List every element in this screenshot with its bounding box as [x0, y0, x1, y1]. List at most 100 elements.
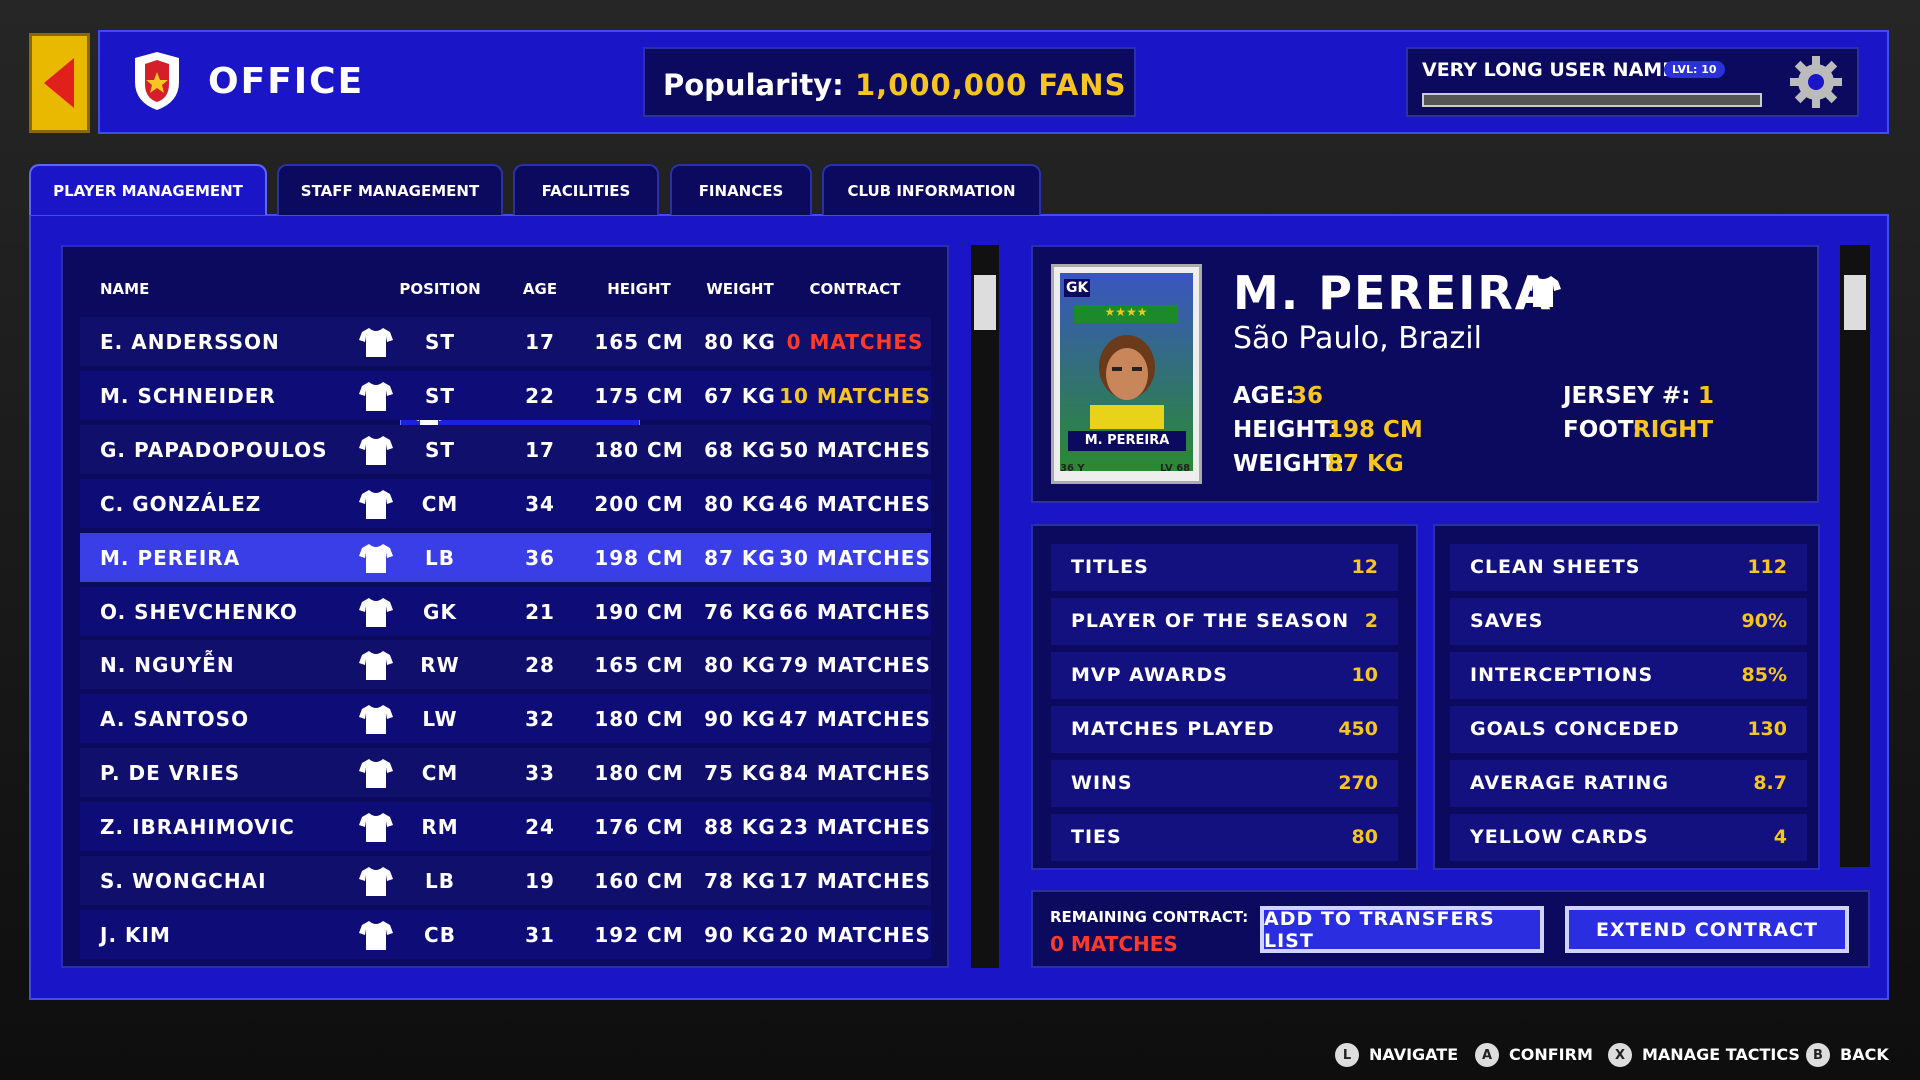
- table-row[interactable]: [80, 478, 931, 528]
- back-button[interactable]: [29, 33, 90, 133]
- cell: P. DE VRIES: [100, 761, 241, 786]
- cell: 200 CM: [594, 491, 684, 516]
- hint-label[interactable]: MANAGE TACTICS: [1642, 1045, 1800, 1064]
- cell: 76 KG: [704, 599, 776, 624]
- cell: E. ANDERSSON: [100, 330, 280, 354]
- cell: G. PAPADOPOULOS: [100, 437, 328, 462]
- info-value: 198 CM: [1327, 417, 1423, 443]
- tab[interactable]: FACILITIES: [513, 164, 659, 215]
- stat-row: [1450, 813, 1807, 861]
- button[interactable]: ADD TO TRANSFERS LIST: [1260, 906, 1544, 953]
- cell: 19: [525, 869, 555, 893]
- cell: 68 KG: [704, 437, 776, 462]
- stat-label: WINS: [1071, 771, 1133, 794]
- info-value: RIGHT: [1633, 417, 1714, 443]
- table-row[interactable]: [80, 586, 931, 636]
- shirt-icon: [359, 543, 393, 573]
- stat-label: GOALS CONCEDED: [1470, 717, 1680, 740]
- button-glyph: L: [1335, 1043, 1359, 1067]
- cell: A. SANTOSO: [100, 707, 250, 732]
- cell: 176 CM: [594, 815, 684, 840]
- column-header: NAME: [100, 280, 150, 298]
- cell: CM: [421, 761, 459, 786]
- info-value: 87 KG: [1327, 451, 1404, 477]
- table-row[interactable]: [80, 694, 931, 744]
- stat-value: 8.7: [1753, 771, 1787, 794]
- cell: 84 MATCHES: [779, 761, 931, 786]
- tab[interactable]: PLAYER MANAGEMENT: [29, 164, 267, 215]
- cell: 47 MATCHES: [779, 707, 931, 732]
- cell: ST: [424, 437, 456, 462]
- table-row[interactable]: [80, 640, 931, 690]
- cell: CM: [421, 491, 459, 516]
- cell: J. KIM: [100, 922, 171, 947]
- stat-row: [1450, 651, 1807, 699]
- table-row[interactable]: [80, 317, 931, 366]
- button-glyph: X: [1608, 1043, 1632, 1067]
- detail-scrollbar[interactable]: [1840, 245, 1870, 867]
- stat-value: 130: [1747, 717, 1787, 740]
- table-row[interactable]: [80, 802, 931, 852]
- stat-label: AVERAGE RATING: [1470, 771, 1670, 794]
- cell: 50 MATCHES: [779, 437, 931, 462]
- stat-label: CLEAN SHEETS: [1470, 556, 1641, 578]
- user-level: LVL: 10: [1664, 61, 1725, 78]
- cell: 17: [525, 330, 555, 354]
- stat-value: 450: [1338, 717, 1378, 740]
- cell: 75 KG: [704, 761, 776, 786]
- button[interactable]: EXTEND CONTRACT: [1565, 906, 1849, 953]
- tab[interactable]: FINANCES: [670, 164, 812, 215]
- hint-label[interactable]: CONFIRM: [1509, 1045, 1593, 1064]
- table-scrollbar[interactable]: [971, 245, 999, 968]
- stat-label: YELLOW CARDS: [1470, 825, 1649, 848]
- hint-label[interactable]: NAVIGATE: [1369, 1045, 1459, 1064]
- cell: 32: [525, 707, 555, 732]
- cell: S. WONGCHAI: [100, 869, 267, 893]
- stat-label: MVP AWARDS: [1071, 663, 1228, 686]
- cell: 175 CM: [594, 383, 684, 408]
- shirt-icon: [1525, 276, 1561, 307]
- player-portrait: [1090, 335, 1164, 429]
- table-row[interactable]: [80, 909, 931, 959]
- tab[interactable]: CLUB INFORMATION: [822, 164, 1041, 215]
- hint-label[interactable]: BACK: [1840, 1045, 1889, 1064]
- column-header: WEIGHT: [706, 280, 774, 298]
- popularity-box: Popularity: 1,000,000 FANS: [643, 47, 1136, 117]
- cell: 28: [525, 653, 555, 678]
- info-value: 36: [1291, 383, 1324, 409]
- info-label: FOOT:: [1563, 417, 1642, 443]
- table-row[interactable]: [80, 370, 931, 420]
- player-name: M. PEREIRA: [1233, 266, 1553, 320]
- stat-value: 112: [1747, 556, 1787, 578]
- cell: LW: [422, 707, 458, 732]
- cell: 21: [525, 599, 555, 624]
- table-row[interactable]: [80, 532, 931, 582]
- column-header: AGE: [522, 280, 558, 298]
- stat-value: 2: [1364, 609, 1378, 632]
- cell: 192 CM: [594, 922, 684, 947]
- settings-icon[interactable]: [1788, 54, 1844, 110]
- stat-value: 10: [1351, 663, 1378, 686]
- user-name: VERY LONG USER NAME: [1422, 59, 1676, 81]
- shirt-icon: [359, 328, 393, 357]
- cell: RM: [421, 815, 459, 840]
- stat-row: [1450, 759, 1807, 807]
- stat-row: [1051, 813, 1398, 861]
- tab[interactable]: STAFF MANAGEMENT: [277, 164, 503, 215]
- stat-row: [1450, 597, 1807, 645]
- stat-value: 12: [1351, 556, 1378, 578]
- stat-value: 270: [1338, 771, 1378, 794]
- card-name: M. PEREIRA: [1068, 431, 1186, 451]
- cell: 90 KG: [704, 707, 776, 732]
- table-row[interactable]: [80, 424, 931, 474]
- table-row[interactable]: [80, 748, 931, 798]
- cell: ST: [424, 330, 456, 354]
- shirt-icon: [359, 920, 393, 950]
- cell: 33: [525, 761, 555, 786]
- table-row[interactable]: [80, 856, 931, 905]
- stat-label: INTERCEPTIONS: [1470, 663, 1654, 686]
- cell: 160 CM: [594, 869, 684, 893]
- cell: 10 MATCHES: [779, 383, 931, 408]
- page-title: OFFICE: [208, 61, 365, 102]
- info-label: AGE:: [1233, 383, 1295, 409]
